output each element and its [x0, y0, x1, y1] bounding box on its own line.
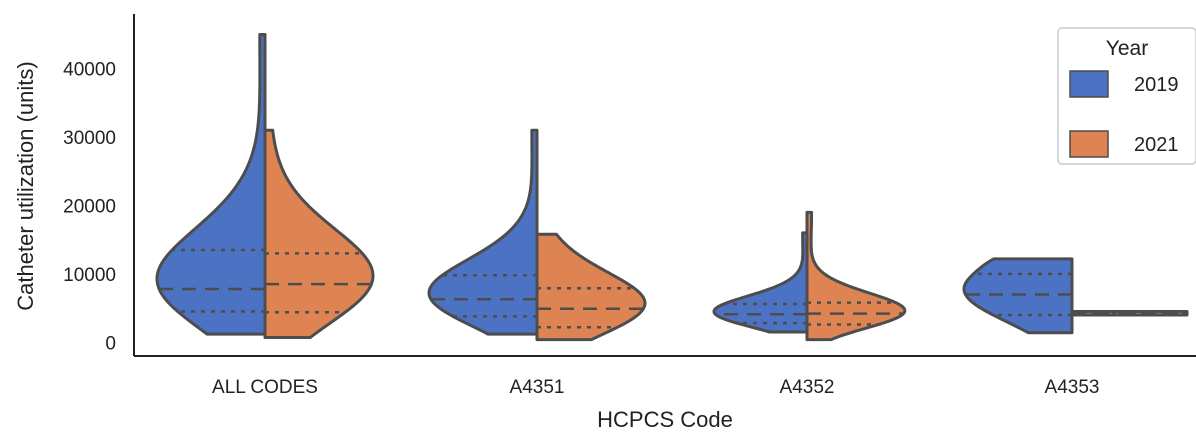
y-tick-label: 10000 — [63, 265, 116, 286]
violin-half — [263, 128, 375, 340]
plot-area — [155, 33, 1189, 342]
violin-2019-a4351 — [427, 128, 539, 336]
violin-half — [805, 210, 907, 342]
x-tick-label: A4351 — [510, 377, 565, 398]
violin-2021-a4351 — [535, 232, 647, 342]
y-tick-labels: 0 10000 20000 30000 40000 — [63, 60, 116, 355]
legend-title: Year — [1106, 37, 1148, 60]
legend: Year 2019 2021 — [1057, 27, 1196, 165]
x-tick-label: ALL CODES — [212, 377, 318, 398]
violin-2019-a4353 — [962, 257, 1074, 335]
y-axis-title: Catheter utilization (units) — [13, 61, 38, 310]
violin-half — [155, 33, 267, 336]
legend-frame — [1057, 27, 1196, 165]
legend-label-2021: 2021 — [1134, 134, 1179, 156]
violin-half — [427, 128, 539, 336]
violin-2019-all-codes — [155, 33, 267, 336]
y-tick-label: 0 — [105, 333, 116, 354]
violin-half — [962, 257, 1074, 335]
violin-2021-all-codes — [263, 128, 375, 340]
x-axis-title: HCPCS Code — [597, 407, 733, 432]
y-tick-label: 40000 — [63, 60, 116, 81]
violin-2021-a4353 — [1070, 310, 1189, 317]
violin-2021-a4352 — [805, 210, 907, 342]
x-tick-label: A4353 — [1045, 377, 1100, 398]
violin-2019-a4352 — [712, 231, 809, 334]
violin-half — [712, 231, 809, 334]
legend-label-2019: 2019 — [1134, 74, 1179, 96]
legend-swatch-2019 — [1069, 70, 1109, 98]
y-tick-label: 30000 — [63, 128, 116, 149]
legend-swatch-2021 — [1069, 130, 1109, 158]
x-tick-label: A4352 — [780, 377, 835, 398]
violin-half — [535, 232, 647, 342]
x-tick-labels: ALL CODES A4351 A4352 A4353 — [212, 377, 1099, 398]
y-tick-label: 20000 — [63, 197, 116, 218]
